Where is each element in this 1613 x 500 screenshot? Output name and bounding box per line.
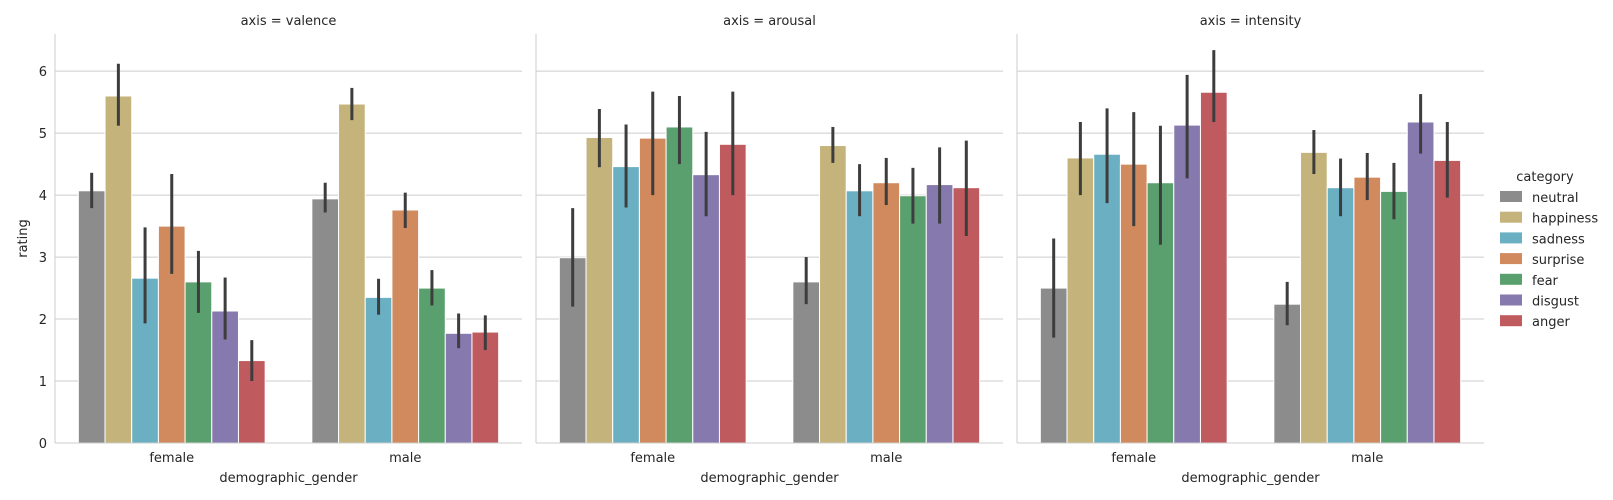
bar-sadness-male [845,190,874,444]
y-tick-label: 5 [39,127,47,142]
bar-happiness-female [1066,157,1095,444]
bar-neutral-male [311,198,340,444]
bar-surprise-male [1353,176,1382,444]
bar-disgust-male [444,332,473,444]
legend-label-anger: anger [1532,315,1570,330]
bar-neutral-male [1273,303,1302,444]
legend-title: category [1516,170,1574,185]
legend-swatch-sadness [1500,232,1522,244]
bar-disgust-male [925,184,954,444]
y-tick-label: 2 [39,313,47,328]
legend-swatch-anger [1500,315,1522,327]
bar-happiness-female [585,136,614,444]
legend-label-happiness: happiness [1532,212,1598,227]
bar-happiness-female [104,95,133,444]
y-tick-label: 1 [39,375,47,390]
bar-disgust-male [1406,121,1435,444]
legend-label-surprise: surprise [1532,253,1584,268]
legend-label-sadness: sadness [1532,232,1585,247]
legend-swatch-happiness [1500,211,1522,223]
y-tick-label: 6 [39,65,47,80]
x-tick-label: female [630,451,675,466]
bar-disgust-female [692,174,720,444]
x-tick-label: female [1111,451,1156,466]
bar-sadness-male [364,296,393,444]
bar-happiness-male [819,145,847,444]
legend-swatch-fear [1500,273,1522,285]
bar-fear-male [1380,190,1408,444]
panel-title: axis = intensity [1200,14,1302,29]
legend-label-neutral: neutral [1532,191,1579,206]
x-axis-title: demographic_gender [219,471,358,486]
y-axis-title: rating [16,219,31,258]
bar-fear-male [418,287,446,444]
legend-label-disgust: disgust [1532,295,1579,310]
bar-surprise-male [391,209,420,444]
x-axis-title: demographic_gender [1181,471,1320,486]
panel-title: axis = valence [241,14,337,29]
bar-sadness-female [612,166,640,444]
bar-anger-female [1199,91,1228,444]
panel-title: axis = arousal [723,14,816,29]
legend-swatch-neutral [1500,191,1522,202]
legend-swatch-surprise [1500,253,1522,265]
bar-fear-male [899,195,927,444]
bar-happiness-male [1300,151,1328,444]
bar-happiness-male [338,103,366,444]
y-tick-label: 0 [39,437,47,452]
bar-neutral-female [77,190,106,444]
y-tick-label: 3 [39,251,47,266]
bar-anger-male [1433,159,1462,444]
y-tick-label: 4 [39,189,47,204]
legend-swatch-disgust [1500,294,1522,306]
bar-anger-female [237,360,266,444]
legend-label-fear: fear [1532,274,1559,289]
x-axis-title: demographic_gender [700,471,839,486]
bar-sadness-male [1326,187,1355,444]
x-tick-label: female [149,451,194,466]
bar-fear-female [665,126,694,444]
x-tick-label: male [389,451,421,466]
bar-neutral-male [792,281,821,444]
x-tick-label: male [870,451,902,466]
bar-surprise-male [872,182,901,444]
x-tick-label: male [1351,451,1383,466]
